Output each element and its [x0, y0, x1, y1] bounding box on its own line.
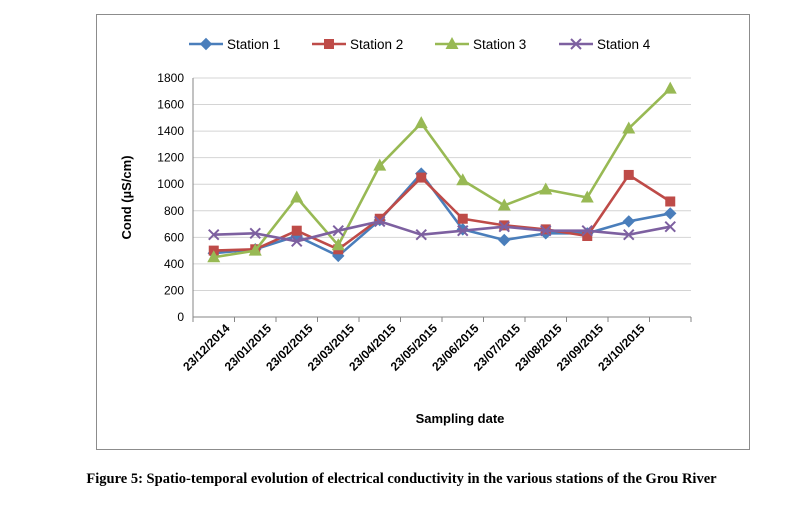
data-point-station-3: [456, 173, 470, 186]
chart-area: 0 200 400 600 800 1000 1200 1400 1600 1800 23/12/2…: [96, 14, 750, 450]
series-line-station-2: [213, 173, 671, 252]
series-line-station-3: [213, 87, 672, 259]
y-tick-label: 1600: [157, 98, 184, 112]
legend-label-station-1: Station 1: [227, 37, 280, 52]
data-point-station-3: [331, 238, 345, 251]
y-tick-label: 1400: [157, 124, 184, 138]
data-point-station-4: [415, 228, 427, 241]
data-point-station-4: [664, 221, 676, 233]
data-point-station-3: [663, 81, 677, 94]
data-point-station-3: [622, 121, 636, 134]
y-tick-label: 1200: [157, 151, 184, 165]
data-point-station-4: [581, 224, 593, 237]
data-point-station-1: [664, 207, 677, 220]
data-point-station-3: [414, 116, 428, 129]
data-point-station-4: [623, 228, 635, 241]
data-point-station-2: [291, 225, 302, 236]
data-point-station-4: [374, 215, 386, 228]
data-point-station-4: [457, 224, 469, 237]
legend-label-station-4: Station 4: [597, 37, 651, 52]
data-point-station-3: [497, 198, 511, 211]
y-tick-label: 200: [164, 283, 184, 297]
data-point-station-3: [248, 243, 262, 256]
data-point-station-4: [498, 221, 510, 233]
y-tick-label: 0: [177, 310, 184, 324]
legend-marker: [445, 37, 459, 49]
data-point-station-3: [580, 190, 594, 203]
data-point-station-3: [373, 158, 387, 171]
legend-marker: [199, 37, 213, 51]
data-point-station-4: [249, 227, 261, 240]
data-point-station-2: [582, 231, 593, 242]
data-point-station-2: [374, 213, 385, 224]
data-point-station-4: [291, 235, 303, 248]
figure-caption: Figure 5: Spatio-temporal evolution of e…: [86, 471, 717, 487]
data-point-station-3: [539, 182, 553, 195]
data-point-station-4: [332, 224, 344, 237]
series-line-station-4: [213, 220, 671, 243]
y-tick-label: 1000: [157, 177, 184, 191]
data-point-station-3: [290, 190, 304, 203]
x-axis-title: Sampling date: [416, 411, 505, 426]
data-point-station-2: [665, 196, 676, 207]
y-axis-title: Cond (µS/cm): [119, 155, 134, 239]
data-point-station-4: [540, 224, 552, 237]
legend-label-station-3: Station 3: [473, 37, 526, 52]
y-tick-label: 1800: [157, 71, 184, 85]
legend-label-station-2: Station 2: [350, 37, 403, 52]
data-point-station-2: [623, 169, 634, 180]
line-chart: 02004006008001000120014001600180023/12/2…: [119, 37, 692, 426]
data-point-station-2: [416, 172, 427, 183]
data-point-station-1: [622, 215, 635, 228]
data-point-station-4: [208, 228, 220, 241]
y-tick-label: 600: [164, 230, 184, 244]
y-tick-label: 800: [164, 204, 184, 218]
legend-marker: [324, 39, 334, 49]
data-point-station-3: [207, 250, 221, 263]
legend-marker: [570, 38, 582, 50]
data-point-station-1: [498, 233, 511, 247]
y-tick-label: 400: [164, 257, 184, 271]
data-point-station-2: [457, 213, 468, 224]
